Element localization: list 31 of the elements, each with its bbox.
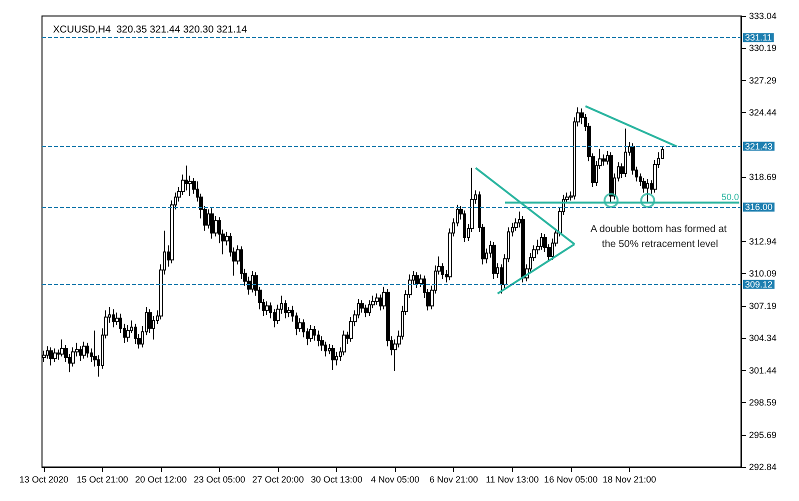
text: XCUUSD,H4 320.35 321.44 320.30 321.14: [53, 24, 248, 36]
y-tick-label: 292.84: [749, 462, 777, 472]
x-tick-label: 30 Oct 13:00: [310, 474, 362, 484]
ref-line-label: 321.43: [745, 141, 773, 152]
x-tick-label: 20 Oct 12:00: [135, 474, 187, 484]
y-tick-label: 301.44: [749, 366, 777, 376]
x-tick-label: 15 Oct 21:00: [76, 474, 128, 484]
y-tick-label: 310.09: [749, 268, 777, 278]
y-tick-label: 307.19: [749, 301, 777, 312]
annotation: 50.0: [721, 192, 739, 202]
x-tick-label: 27 Oct 20:00: [252, 474, 304, 484]
y-tick-label: 318.69: [749, 172, 777, 182]
ref-line-label: 309.12: [745, 279, 773, 290]
x-tick-label: 16 Nov 05:00: [544, 474, 598, 484]
y-tick-label: 327.29: [749, 76, 777, 86]
y-tick-label: 295.69: [749, 430, 777, 440]
y-tick-label: 333.04: [749, 11, 777, 21]
y-tick-label: 312.94: [749, 236, 777, 246]
x-tick-label: 23 Oct 05:00: [194, 474, 246, 484]
y-tick-label: 304.34: [749, 332, 777, 343]
x-tick-label: 18 Nov 21:00: [602, 474, 656, 484]
x-tick-label: 11 Nov 13:00: [486, 474, 539, 484]
ref-line-label: 316.00: [745, 202, 773, 212]
y-tick-label: 298.59: [749, 397, 777, 408]
annotation: A double bottom has formed at the 50% retracement level: [590, 224, 730, 250]
y-tick-label: 324.44: [749, 107, 777, 118]
x-tick-label: 13 Oct 2020: [19, 474, 68, 484]
x-tick-label: 4 Nov 05:00: [370, 474, 420, 484]
ref-line-label: 331.11: [745, 32, 772, 43]
y-tick-label: 330.19: [749, 42, 777, 53]
x-tick-label: 6 Nov 21:00: [429, 474, 478, 484]
